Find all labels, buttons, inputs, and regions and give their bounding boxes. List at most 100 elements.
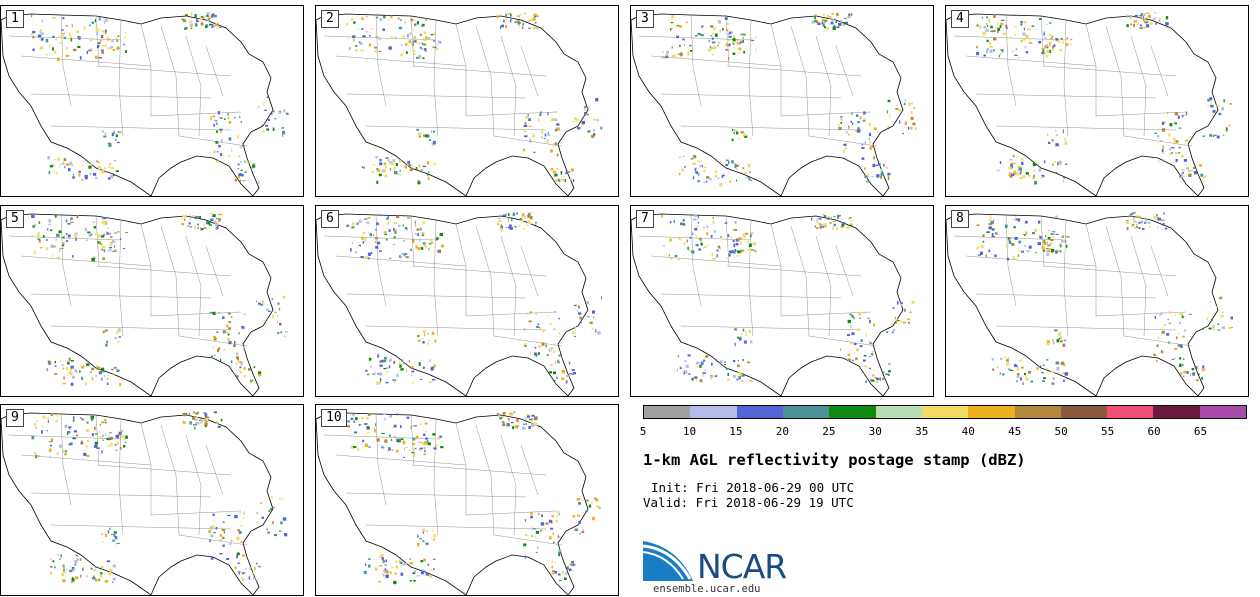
reflectivity-cell [999, 161, 1002, 164]
reflectivity-cell [1136, 215, 1138, 218]
reflectivity-cell [727, 378, 729, 381]
reflectivity-cell [415, 245, 418, 249]
reflectivity-cell [42, 235, 45, 238]
init-time: Init: Fri 2018-06-29 00 UTC [651, 480, 855, 495]
state-border [835, 45, 854, 97]
reflectivity-cell [1023, 27, 1025, 31]
legend-tick-label: 25 [822, 425, 836, 438]
reflectivity-cell [372, 373, 376, 375]
reflectivity-cell [389, 359, 391, 362]
reflectivity-cell [508, 226, 510, 229]
reflectivity-cell [534, 22, 537, 24]
reflectivity-cell [909, 311, 912, 313]
reflectivity-cell [743, 50, 745, 54]
state-border [1095, 311, 1187, 317]
reflectivity-cell [219, 128, 223, 131]
reflectivity-cell [48, 223, 52, 226]
reflectivity-cell [1164, 227, 1168, 230]
reflectivity-cell [1163, 324, 1166, 326]
state-border [808, 135, 878, 147]
reflectivity-cell [1045, 359, 1049, 361]
reflectivity-cell [197, 20, 200, 23]
reflectivity-cell [536, 325, 539, 328]
reflectivity-cell [586, 113, 589, 116]
reflectivity-cell [49, 361, 52, 365]
reflectivity-cell [75, 555, 78, 557]
reflectivity-cell [1046, 340, 1050, 343]
reflectivity-cell [868, 122, 872, 126]
reflectivity-cell [1013, 155, 1015, 158]
reflectivity-cell [70, 365, 74, 369]
reflectivity-cell [1016, 373, 1020, 376]
reflectivity-cell [279, 110, 281, 112]
reflectivity-cell [277, 320, 279, 324]
reflectivity-cell [69, 566, 71, 568]
reflectivity-cell [552, 532, 554, 536]
reflectivity-cell [1008, 173, 1012, 177]
reflectivity-cell [82, 567, 84, 571]
reflectivity-cell [425, 542, 429, 545]
reflectivity-cell [549, 371, 552, 374]
reflectivity-cell [997, 366, 999, 369]
reflectivity-cell [277, 302, 280, 305]
reflectivity-cell [112, 577, 116, 581]
reflectivity-cell [528, 125, 532, 127]
reflectivity-cell [540, 522, 545, 526]
reflectivity-cell [577, 312, 582, 315]
reflectivity-cell [670, 257, 673, 260]
reflectivity-cell [393, 580, 397, 585]
reflectivity-cell [49, 444, 53, 447]
reflectivity-cell [1165, 22, 1169, 26]
reflectivity-cell [403, 562, 407, 565]
reflectivity-cell [391, 566, 394, 569]
reflectivity-cell [725, 368, 729, 370]
reflectivity-cell [94, 14, 97, 17]
reflectivity-cell [100, 574, 103, 578]
reflectivity-cell [108, 437, 112, 441]
reflectivity-cell [1045, 235, 1047, 238]
reflectivity-cell [419, 449, 422, 452]
reflectivity-cell [861, 157, 865, 160]
reflectivity-cell [734, 249, 737, 253]
reflectivity-cell [523, 130, 527, 133]
reflectivity-cell [46, 228, 49, 231]
reflectivity-cell [208, 224, 213, 226]
reflectivity-cell [238, 572, 240, 575]
reflectivity-cell [106, 340, 108, 344]
reflectivity-cell [189, 226, 193, 228]
reflectivity-cell [988, 223, 992, 225]
reflectivity-cell [1035, 252, 1037, 254]
reflectivity-cell [113, 534, 116, 537]
reflectivity-cell [422, 43, 426, 45]
reflectivity-cell [41, 19, 43, 23]
reflectivity-cell [557, 361, 560, 364]
reflectivity-cell [993, 14, 996, 18]
reflectivity-cell [1005, 27, 1008, 29]
state-border [96, 464, 232, 476]
reflectivity-cell [90, 418, 94, 421]
reflectivity-cell [862, 359, 866, 362]
reflectivity-cell [63, 158, 67, 162]
reflectivity-cell [90, 415, 94, 419]
reflectivity-cell [100, 49, 104, 51]
reflectivity-cell [217, 22, 219, 25]
reflectivity-cell [414, 220, 416, 224]
state-border [160, 225, 180, 337]
reflectivity-cell [427, 442, 431, 446]
reflectivity-cell [54, 566, 56, 569]
reflectivity-cell [399, 361, 401, 365]
reflectivity-cell [591, 328, 593, 330]
reflectivity-cell [70, 382, 74, 386]
state-border [1150, 45, 1169, 97]
reflectivity-cell [582, 529, 584, 532]
reflectivity-cell [67, 431, 71, 434]
reflectivity-cell [1160, 350, 1163, 353]
state-border [815, 35, 832, 137]
reflectivity-cell [899, 120, 901, 124]
reflectivity-cell [838, 22, 842, 26]
reflectivity-cell [376, 180, 379, 184]
reflectivity-cell [106, 437, 110, 441]
reflectivity-cell [32, 224, 35, 228]
reflectivity-cell [384, 439, 388, 443]
reflectivity-cell [389, 168, 392, 171]
